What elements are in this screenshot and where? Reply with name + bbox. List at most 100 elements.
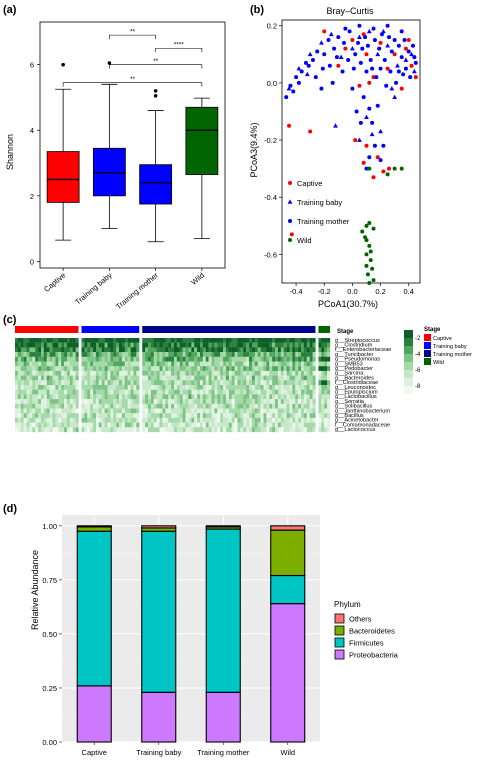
heatmap-cell-2-1-59	[312, 342, 316, 348]
heatmap-cell-1-16-19	[136, 413, 140, 419]
heatmap-cell-1-17-7	[101, 417, 105, 423]
heatmap-cell-1-3-4	[93, 352, 97, 357]
heatmap-cell-3-14-0	[318, 403, 322, 409]
pcoa-point-2-33	[401, 72, 406, 77]
heatmap-cell-2-17-45	[272, 417, 276, 423]
heatmap-cell-0-14-10	[43, 403, 47, 409]
heatmap-cell-0-7-4	[26, 370, 30, 376]
heatmap-cell-1-7-9	[107, 370, 111, 376]
heatmap-cell-2-5-0	[142, 361, 146, 367]
heatmap-cell-2-17-21	[202, 417, 206, 423]
heatmap-cell-2-14-45	[272, 403, 276, 409]
heatmap-cell-2-18-9	[168, 422, 172, 428]
heatmap-cell-2-4-56	[303, 356, 307, 362]
heatmap-cell-3-1-3	[327, 342, 331, 348]
heatmap-cell-1-8-15	[124, 375, 128, 381]
heatmap-cell-2-6-19	[197, 366, 201, 372]
heatmap-cell-1-5-15	[124, 361, 128, 367]
heatmap-cell-2-13-0	[142, 399, 146, 404]
heatmap-cell-2-12-16	[188, 394, 192, 400]
heatmap-cell-2-19-57	[306, 427, 310, 433]
boxplot-xtick-label-2: Training mother	[114, 270, 160, 311]
heatmap-cell-2-0-21	[202, 338, 206, 343]
heatmap-cell-2-7-48	[280, 370, 284, 376]
heatmap-cell-0-15-6	[32, 408, 36, 414]
heatmap-cell-2-3-48	[280, 352, 284, 357]
heatmap-cell-0-6-20	[72, 366, 76, 372]
heatmap-cell-2-13-26	[217, 399, 221, 404]
heatmap-cell-2-18-58	[309, 422, 313, 428]
heatmap-cell-2-0-55	[301, 338, 305, 343]
heatmap-cell-2-0-56	[303, 338, 307, 343]
heatmap-cell-2-16-55	[301, 413, 305, 419]
heatmap-cell-1-6-16	[127, 366, 131, 372]
heatmap-cell-2-14-54	[298, 403, 302, 409]
heatmap-cell-0-9-3	[23, 380, 27, 386]
heatmap-cell-2-15-54	[298, 408, 302, 414]
heatmap-cell-2-10-5	[156, 385, 160, 390]
heatmap-cell-0-1-20	[72, 342, 76, 348]
heatmap-cell-2-3-9	[168, 352, 172, 357]
heatmap-cell-2-3-6	[159, 352, 163, 357]
heatmap-cell-2-17-27	[220, 417, 224, 423]
heatmap-cell-0-13-2	[20, 399, 24, 404]
heatmap-cell-2-19-29	[225, 427, 229, 433]
heatmap-cell-2-13-20	[199, 399, 204, 404]
heatmap-cell-0-4-4	[26, 356, 30, 362]
heatmap-cell-2-14-9	[168, 403, 172, 409]
heatmap-cell-2-18-14	[182, 422, 186, 428]
heatmap-cell-2-19-20	[199, 427, 204, 433]
heatmap-cell-2-3-4	[153, 352, 157, 357]
heatmap-cell-1-3-2	[87, 352, 91, 357]
heatmap-cell-2-19-4	[153, 427, 157, 433]
heatmap-cell-1-11-14	[121, 389, 125, 395]
heatmap-cell-0-6-15	[58, 366, 62, 372]
heatmap-cell-2-1-15	[185, 342, 189, 348]
heatmap-cell-2-14-29	[225, 403, 229, 409]
heatmap-cell-2-5-22	[205, 361, 209, 367]
pcoa-point-2-47	[320, 66, 325, 71]
heatmap-cell-2-5-51	[289, 361, 293, 367]
heatmap-cell-0-13-5	[29, 399, 33, 404]
heatmap-cell-2-8-2	[148, 375, 152, 381]
heatmap-cell-2-14-12	[176, 403, 180, 409]
heatmap-cell-2-9-49	[283, 380, 287, 386]
heatmap-cell-2-13-54	[298, 399, 302, 404]
heatmap-cell-0-7-16	[61, 370, 65, 376]
heatmap-cell-2-3-47	[277, 352, 281, 357]
heatmap-cell-0-17-7	[35, 417, 39, 423]
pcoa-point-1-20	[392, 94, 398, 99]
heatmap-colorbar-segment-2	[404, 346, 413, 355]
heatmap-cell-2-10-15	[185, 385, 189, 390]
heatmap-cell-2-13-51	[289, 399, 293, 404]
heatmap-cell-2-3-43	[266, 352, 270, 357]
heatmap-cell-0-15-3	[23, 408, 27, 414]
heatmap-cell-0-17-15	[58, 417, 62, 423]
heatmap-cell-2-4-42	[263, 356, 267, 362]
heatmap-cell-2-8-18	[194, 375, 198, 381]
heatmap-cell-0-10-14	[55, 385, 59, 390]
heatmap-cell-0-9-4	[26, 380, 30, 386]
heatmap-cell-0-17-16	[61, 417, 65, 423]
heatmap-cell-2-10-0	[142, 385, 146, 390]
heatmap-cell-0-7-8	[38, 370, 42, 376]
stacked-bar-ylabel: Relative Abundance	[30, 550, 40, 630]
heatmap-stage-legend-swatch-2	[424, 350, 431, 357]
heatmap-cell-0-9-2	[20, 380, 24, 386]
heatmap-cell-2-1-37	[249, 342, 253, 348]
pcoa-point-3-12	[368, 258, 373, 263]
heatmap-cell-2-8-47	[277, 375, 281, 381]
heatmap-cell-2-7-21	[202, 370, 206, 376]
heatmap-cell-2-7-46	[275, 370, 279, 376]
heatmap-cell-2-2-58	[309, 347, 313, 353]
stacked-bar-legend-title: Phylum	[334, 600, 361, 609]
heatmap-cell-2-14-31	[231, 403, 235, 409]
pcoa-point-2-2	[294, 75, 299, 80]
heatmap-cell-1-15-12	[116, 408, 120, 414]
heatmap-cell-0-10-21	[75, 385, 79, 390]
heatmap-cell-2-3-22	[205, 352, 209, 357]
heatmap-cell-2-8-29	[225, 375, 229, 381]
heatmap-cell-2-7-26	[217, 370, 221, 376]
heatmap-cell-2-6-4	[153, 366, 157, 372]
heatmap-cell-1-3-11	[113, 352, 117, 357]
